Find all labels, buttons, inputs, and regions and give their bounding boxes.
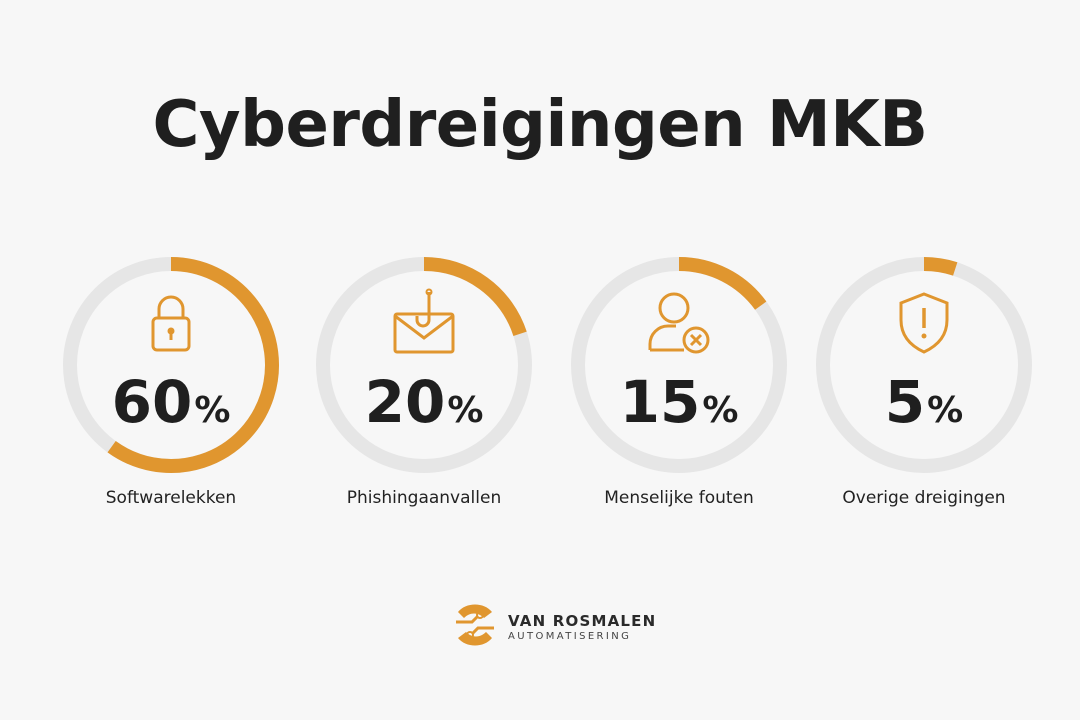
gauge-softwarelekken: 60% Softwarelekken <box>56 250 286 520</box>
value-unit: % <box>447 390 484 431</box>
gauge-value: 60% <box>56 362 286 451</box>
gauge-ring <box>571 257 787 473</box>
gauge-ring <box>816 257 1032 473</box>
gauge-label: Phishingaanvallen <box>346 488 502 508</box>
brand-subtitle: AUTOMATISERING <box>508 631 632 642</box>
shield-alert-icon <box>899 292 949 354</box>
gauge-arc-overige-dreigingen <box>923 257 958 276</box>
brand-logo: VAN ROSMALEN AUTOMATISERING <box>452 600 672 656</box>
gauge-arc-softwarelekken <box>107 257 279 473</box>
gauge-ring <box>316 257 532 473</box>
value-number: 60 <box>111 368 193 436</box>
lock-icon <box>151 295 191 352</box>
gauge-menselijke-fouten: 15% Menselijke fouten <box>564 250 794 520</box>
gauge-value: 15% <box>564 362 794 451</box>
user-error-icon <box>648 292 710 354</box>
value-number: 20 <box>364 368 446 436</box>
gauge-value: 20% <box>309 362 539 451</box>
gauge-overige-dreigingen: 5% Overige dreigingen <box>809 250 1039 520</box>
gauge-ring <box>63 257 279 473</box>
gauge-label: Menselijke fouten <box>604 488 754 508</box>
value-number: 5 <box>884 368 926 436</box>
value-unit: % <box>194 390 231 431</box>
value-unit: % <box>702 390 739 431</box>
gauge-value: 5% <box>809 362 1039 451</box>
value-number: 15 <box>619 368 701 436</box>
phishing-envelope-icon <box>393 288 455 354</box>
brand-name: VAN ROSMALEN <box>508 612 657 630</box>
gauge-phishingaanvallen: 20% Phishingaanvallen <box>309 250 539 520</box>
gauge-arc-phishingaanvallen <box>423 257 527 337</box>
gauge-label: Softwarelekken <box>105 488 237 508</box>
gauge-label: Overige dreigingen <box>842 488 1006 508</box>
value-unit: % <box>927 390 964 431</box>
brand-logo-icon <box>456 604 494 646</box>
page-title: Cyberdreigingen MKB <box>152 88 928 162</box>
gauge-arc-menselijke-fouten <box>678 257 767 310</box>
